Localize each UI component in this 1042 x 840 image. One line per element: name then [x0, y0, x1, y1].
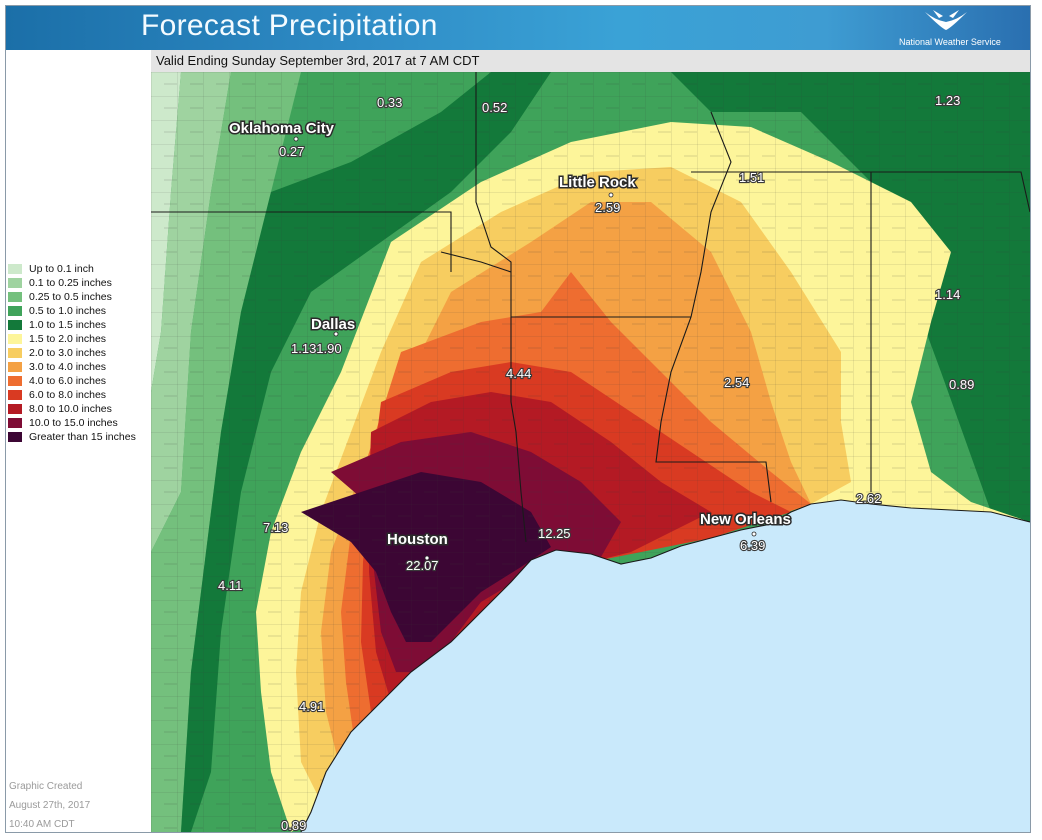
valid-time-bar: Valid Ending Sunday September 3rd, 2017 … — [151, 50, 1030, 72]
state-boundary — [440, 251, 512, 273]
legend-swatch — [8, 320, 22, 330]
legend-swatch — [8, 390, 22, 400]
legend-swatch — [8, 418, 22, 428]
legend-label: Greater than 15 inches — [29, 431, 136, 443]
legend-label: Up to 0.1 inch — [29, 263, 94, 275]
legend-swatch — [8, 362, 22, 372]
legend-swatch — [8, 376, 22, 386]
legend-item: Greater than 15 inches — [8, 430, 158, 444]
amount-label: 12.25 — [538, 526, 571, 541]
legend-item: 8.0 to 10.0 inches — [8, 402, 158, 416]
legend-label: 2.0 to 3.0 inches — [29, 347, 107, 359]
legend-swatch — [8, 264, 22, 274]
state-boundary — [871, 171, 1030, 213]
amount-label: 0.89 — [949, 377, 974, 392]
created-line: Graphic Created — [9, 781, 83, 792]
legend-item: 1.0 to 1.5 inches — [8, 318, 158, 332]
precipitation-graphic: Forecast Precipitation National Weather … — [5, 5, 1031, 833]
precipitation-map: Oklahoma City 0.27 Little Rock 2.59 Dall… — [151, 72, 1030, 832]
legend-item: 6.0 to 8.0 inches — [8, 388, 158, 402]
amount-label: 4.91 — [299, 699, 324, 714]
legend-item: 10.0 to 15.0 inches — [8, 416, 158, 430]
city-houston: Houston 22.07 — [386, 530, 450, 575]
legend-label: 0.25 to 0.5 inches — [29, 291, 112, 303]
legend-label: 10.0 to 15.0 inches — [29, 417, 118, 429]
state-boundary — [151, 211, 452, 272]
city-dot — [608, 192, 614, 198]
legend-label: 4.0 to 6.0 inches — [29, 375, 107, 387]
legend-swatch — [8, 404, 22, 414]
nws-logo-icon — [925, 10, 967, 30]
legend-item: 2.0 to 3.0 inches — [8, 346, 158, 360]
legend-label: 6.0 to 8.0 inches — [29, 389, 107, 401]
city-amount: 6.39 — [740, 538, 765, 553]
legend-swatch — [8, 278, 22, 288]
legend-item: 3.0 to 4.0 inches — [8, 360, 158, 374]
state-boundary — [655, 111, 772, 503]
city-name: Houston — [387, 531, 448, 548]
legend-item: 0.5 to 1.0 inches — [8, 304, 158, 318]
amount-label: 4.44 — [506, 366, 531, 381]
legend-swatch — [8, 334, 22, 344]
amount-label: 7.13 — [263, 520, 288, 535]
created-time: 10:40 AM CDT — [9, 819, 75, 830]
city-name: New Orleans — [700, 511, 791, 528]
amount-label: 2.54 — [724, 375, 749, 390]
legend-item: 0.25 to 0.5 inches — [8, 290, 158, 304]
legend-item: 1.5 to 2.0 inches — [8, 332, 158, 346]
city-amount: 22.07 — [406, 558, 439, 573]
legend-label: 1.5 to 2.0 inches — [29, 333, 107, 345]
graphic-created-note: Graphic Created August 27th, 2017 10:40 … — [9, 777, 91, 832]
legend-swatch — [8, 292, 22, 302]
city-dot — [751, 531, 757, 537]
city-name: Little Rock — [559, 174, 636, 191]
legend-item: 4.0 to 6.0 inches — [8, 374, 158, 388]
coastline — [300, 499, 1030, 832]
city-oklahoma-city: Oklahoma City 0.27 — [228, 119, 337, 161]
legend-swatch — [8, 432, 22, 442]
city-dot — [424, 555, 430, 561]
legend-label: 3.0 to 4.0 inches — [29, 361, 107, 373]
city-amount: 0.27 — [279, 144, 304, 159]
legend-label: 0.1 to 0.25 inches — [29, 277, 112, 289]
city-dot — [293, 136, 299, 142]
amount-label: 0.89 — [281, 818, 306, 832]
page-title: Forecast Precipitation — [141, 9, 438, 42]
city-dot — [333, 331, 339, 337]
created-date: August 27th, 2017 — [9, 800, 91, 811]
state-boundary — [475, 72, 512, 312]
legend-swatch — [8, 348, 22, 358]
city-amount: 2.59 — [595, 200, 620, 215]
city-dallas: Dallas 1.131.90 — [290, 315, 357, 358]
legend-label: 1.0 to 1.5 inches — [29, 319, 107, 331]
header-banner: Forecast Precipitation National Weather … — [6, 6, 1030, 50]
legend-label: 0.5 to 1.0 inches — [29, 305, 107, 317]
amount-label: 4.11 — [218, 578, 242, 593]
legend-item: Up to 0.1 inch — [8, 262, 158, 276]
amount-label: 0.33 — [377, 95, 402, 110]
legend-item: 0.1 to 0.25 inches — [8, 276, 158, 290]
legend-swatch — [8, 306, 22, 316]
amount-label: 0.52 — [482, 100, 507, 115]
agency-name: National Weather Service — [899, 37, 1001, 47]
legend-label: 8.0 to 10.0 inches — [29, 403, 112, 415]
amount-label: 1.51 — [739, 170, 764, 185]
city-name: Dallas — [311, 316, 355, 333]
amount-label: 1.23 — [935, 93, 960, 108]
state-boundary — [510, 312, 527, 543]
precipitation-legend: Up to 0.1 inch 0.1 to 0.25 inches 0.25 t… — [8, 262, 158, 444]
amount-label: 2.62 — [856, 491, 881, 506]
city-new-orleans: New Orleans 6.39 — [699, 510, 793, 555]
city-name: Oklahoma City — [229, 120, 335, 137]
amount-label: 1.14 — [935, 287, 960, 302]
valid-time: Valid Ending Sunday September 3rd, 2017 … — [156, 53, 480, 68]
city-amount: 1.131.90 — [291, 341, 342, 356]
city-little-rock: Little Rock 2.59 — [558, 173, 638, 217]
